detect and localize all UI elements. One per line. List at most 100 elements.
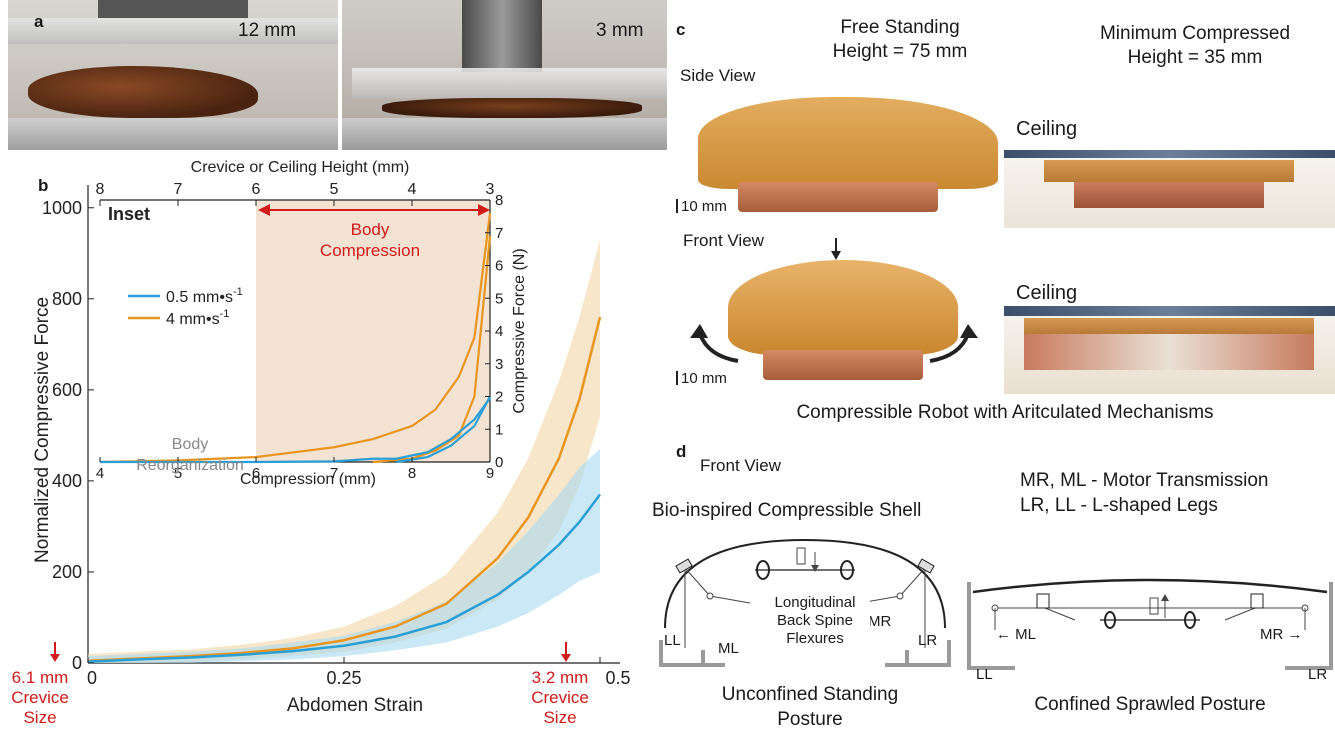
scale-bar-1: 10 mm xyxy=(676,198,727,215)
pivot-left xyxy=(1104,611,1116,629)
shell-arc xyxy=(664,538,946,629)
arrow-head-right xyxy=(478,204,490,216)
free-standing-line2: Height = 75 mm xyxy=(832,41,968,62)
min-compressed-line1: Minimum Compressed xyxy=(1099,23,1291,44)
inset-y-tick-label: 3 xyxy=(495,356,503,373)
shell-flat xyxy=(972,578,1328,594)
spine-line3: Flexures xyxy=(786,630,844,647)
unconfined-caption-line2: Posture xyxy=(777,709,843,730)
confined-schematic xyxy=(967,578,1333,670)
ll2-label: LL xyxy=(976,666,993,683)
inset-x2-axis-label: Crevice or Ceiling Height (mm) xyxy=(191,159,410,176)
main-x-tick-label: 0.5 xyxy=(605,668,630,688)
crevice-marker-1: 6.1 mm Crevice Size xyxy=(8,668,72,728)
inset-y-axis-label: Compressive Force (N) xyxy=(511,248,528,413)
body-reorganization-line1: Body xyxy=(172,436,208,453)
inset-x2-tick-label: 5 xyxy=(330,181,339,198)
confined-caption: Confined Sprawled Posture xyxy=(1034,694,1266,715)
shell-motion-arrows xyxy=(690,238,978,363)
main-y-tick-label: 800 xyxy=(52,289,82,309)
inset-y-tick-label: 0 xyxy=(495,454,503,471)
ll-label: LL xyxy=(664,632,681,649)
main-x-tick-label: 0 xyxy=(87,668,97,688)
mech-legend: MR, ML - Motor Transmission LR, LL - L-s… xyxy=(1020,468,1268,518)
side-view-label: Side View xyxy=(680,66,756,85)
ceiling-label-1: Ceiling xyxy=(1016,118,1078,140)
unconfined-ground xyxy=(659,640,951,667)
free-standing-line1: Free Standing xyxy=(840,17,960,38)
main-series-line-0 xyxy=(87,316,602,662)
unconfined-schematic xyxy=(664,538,946,648)
body-reorganization-line2: Reorganization xyxy=(136,457,244,474)
main-x-tick-label: 0.25 xyxy=(326,668,361,688)
legend-label-blue: 0.5 mm•s-1 xyxy=(166,286,243,306)
inset-legend: 0.5 mm•s-1 4 mm•s-1 xyxy=(128,286,243,328)
panel-c-caption: Compressible Robot with Aritculated Mech… xyxy=(796,402,1214,423)
panel-a-label: a xyxy=(34,12,44,31)
curved-arrow-right-icon xyxy=(929,333,970,363)
front-view-label-d: Front View xyxy=(700,456,781,475)
scale-bar-text: 10 mm xyxy=(681,370,727,387)
crevice-size-value: 6.1 mm xyxy=(11,668,69,687)
pivot-right xyxy=(1184,611,1196,629)
robot-ceiling-side-photo xyxy=(1004,150,1335,228)
free-standing-title: Free Standing Height = 75 mm xyxy=(790,16,1010,64)
crevice-word: Crevice xyxy=(11,688,69,707)
cockroach-photo-12mm xyxy=(8,0,338,150)
main-series-line-1 xyxy=(87,493,602,663)
front-view-label: Front View xyxy=(683,231,764,250)
panel-b-label: b xyxy=(38,176,49,195)
main-x-axis-label: Abdomen Strain xyxy=(287,695,423,716)
ml-label: ML xyxy=(718,640,739,657)
inset-x-tick-label: 9 xyxy=(486,465,494,482)
spring-icon xyxy=(796,547,806,565)
cockroach-photo-3mm xyxy=(342,0,667,150)
inset-x2-tick-label: 3 xyxy=(486,181,495,198)
robot-front-view-photo xyxy=(668,250,1000,392)
robot-side-view-photo xyxy=(668,92,1000,224)
inset-x2-tick-label: 4 xyxy=(408,181,417,198)
pivot-right xyxy=(840,560,854,580)
size-word: Size xyxy=(23,708,57,727)
inset-y-tick-label: 2 xyxy=(495,389,503,406)
unconfined-caption: Unconfined Standing Posture xyxy=(690,682,930,732)
lr2-label: LR xyxy=(1308,666,1328,683)
spine-label: Longitudinal Back Spine Flexures xyxy=(760,594,870,648)
body-compression-line2: Compression xyxy=(320,241,420,260)
robot-ceiling-front-photo xyxy=(1004,306,1335,394)
spine-line2: Back Spine xyxy=(777,612,853,629)
min-compressed-line2: Height = 35 mm xyxy=(1127,47,1263,68)
mr-label: MR xyxy=(868,613,892,630)
mech-legend-line2: LR, LL - L-shaped Legs xyxy=(1020,495,1218,516)
mr2-label: MR → xyxy=(1260,626,1303,643)
main-band-0 xyxy=(88,239,600,663)
inset-series-line-1 xyxy=(372,235,492,464)
body-compression-line1: Body xyxy=(351,220,390,239)
inset-x-tick-label: 6 xyxy=(252,465,260,482)
shell-title: Bio-inspired Compressible Shell xyxy=(652,500,922,521)
inset-y-tick-label: 6 xyxy=(495,258,503,275)
inset-y-tick-label: 5 xyxy=(495,290,503,307)
inset-x-axis-label: Compression (mm) xyxy=(240,471,376,488)
main-y-axis-label: Normalized Compressive Force xyxy=(32,297,53,563)
mech-legend-line1: MR, ML - Motor Transmission xyxy=(1020,470,1269,491)
main-y-tick-label: 200 xyxy=(52,562,82,582)
main-y-tick-label: 1000 xyxy=(42,198,82,218)
main-y-tick-label: 0 xyxy=(72,653,82,673)
height-12mm-label: 12 mm xyxy=(238,20,297,41)
inset-x-tick-label: 7 xyxy=(330,465,338,482)
unconfined-caption-line1: Unconfined Standing xyxy=(721,684,899,705)
main-y-tick-label: 400 xyxy=(52,471,82,491)
lr-label: LR xyxy=(918,632,938,649)
scale-bar-text: 10 mm xyxy=(681,198,727,215)
inset-x-tick-label: 5 xyxy=(174,465,182,482)
cockroach-shape xyxy=(382,98,642,118)
main-y-tick-label: 600 xyxy=(52,380,82,400)
inset-x-tick-label: 8 xyxy=(408,465,416,482)
inset-series-line-2 xyxy=(100,397,491,464)
crevice-size-value: 3.2 mm xyxy=(531,668,589,687)
legend-label-orange: 4 mm•s-1 xyxy=(166,308,229,328)
ceiling-label-2: Ceiling xyxy=(1016,282,1078,304)
size-word: Size xyxy=(543,708,577,727)
inset-y-tick-label: 7 xyxy=(495,225,503,242)
